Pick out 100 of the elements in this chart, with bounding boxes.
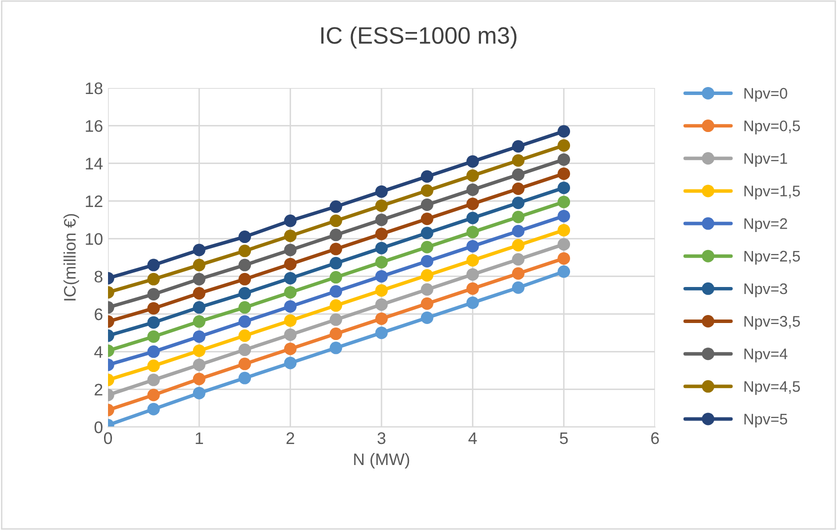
x-tick-label: 6 (651, 432, 659, 444)
point (466, 183, 479, 196)
point (238, 244, 251, 258)
point (375, 270, 388, 283)
point (558, 153, 570, 166)
legend-label: Npv=2 (744, 218, 788, 232)
point (238, 258, 251, 272)
point (512, 140, 524, 153)
point (238, 329, 251, 342)
point (284, 328, 297, 341)
point (192, 287, 206, 300)
point (192, 330, 206, 343)
point (512, 224, 524, 238)
point (558, 125, 570, 138)
point (147, 388, 160, 402)
point (147, 316, 160, 329)
point (375, 312, 388, 325)
point (420, 184, 434, 197)
point (147, 345, 160, 358)
y-tick-label: 0 (94, 421, 102, 434)
x-tick-label: 2 (286, 432, 294, 444)
y-tick-label: 16 (86, 120, 102, 132)
point (238, 287, 251, 300)
y-axis-title: IC(million €) (64, 214, 80, 300)
legend-label: Npv=1,5 (744, 186, 800, 200)
point (192, 386, 206, 400)
legend-label: Npv=5 (744, 414, 788, 428)
point (375, 284, 388, 297)
point (330, 313, 342, 326)
point (466, 282, 479, 295)
point (330, 256, 342, 270)
point (420, 170, 434, 183)
point (284, 272, 297, 284)
y-tick-label: 6 (94, 308, 102, 320)
point (466, 212, 479, 224)
point (192, 358, 206, 372)
point (512, 168, 524, 181)
point (558, 210, 570, 222)
point (420, 198, 434, 212)
point (147, 330, 160, 343)
y-tick-label: 14 (86, 158, 103, 170)
legend-label: Npv=1 (744, 153, 788, 167)
point (512, 239, 524, 252)
y-tick-label: 10 (86, 233, 102, 245)
x-tick-label: 1 (196, 432, 203, 444)
point (420, 212, 434, 226)
point (192, 272, 206, 286)
point (466, 240, 479, 252)
point (558, 265, 570, 278)
point (330, 242, 342, 256)
point (375, 199, 388, 212)
point (284, 356, 297, 370)
point (284, 258, 297, 270)
point (512, 281, 524, 294)
legend-label: Npv=4 (744, 348, 788, 362)
point (284, 244, 297, 256)
point (375, 326, 388, 340)
legend-label: Npv=0 (744, 88, 788, 102)
point (375, 298, 388, 311)
point (558, 252, 570, 265)
point (512, 182, 524, 196)
point (330, 214, 342, 228)
point (420, 240, 434, 254)
point (147, 288, 160, 300)
y-tick-label: 12 (86, 195, 102, 208)
x-tick-label: 5 (560, 432, 568, 444)
legend-label: Npv=3,5 (744, 316, 800, 330)
point (466, 268, 479, 281)
point (330, 285, 342, 298)
point (284, 300, 297, 313)
point (420, 269, 434, 282)
point (192, 244, 206, 256)
point (466, 155, 479, 168)
point (238, 272, 251, 286)
point (466, 198, 479, 210)
point (192, 372, 206, 386)
point (192, 301, 206, 314)
y-tick-label: 4 (94, 346, 103, 358)
point (238, 315, 251, 328)
point (558, 196, 570, 208)
legend-label: Npv=2,5 (744, 250, 800, 265)
point (284, 314, 297, 327)
point (375, 214, 388, 226)
point (420, 312, 434, 324)
point (558, 167, 570, 180)
point (466, 254, 479, 267)
y-tick-label: 8 (94, 270, 102, 283)
point (375, 242, 388, 254)
point (420, 283, 434, 296)
point (330, 299, 342, 312)
x-tick-label: 3 (378, 432, 386, 444)
point (192, 344, 206, 357)
point (420, 226, 434, 240)
point (284, 286, 297, 299)
point (330, 342, 342, 354)
point (375, 228, 388, 240)
point (466, 226, 479, 238)
legend-label: Npv=0,5 (744, 120, 800, 134)
point (420, 297, 434, 310)
point (330, 271, 342, 284)
